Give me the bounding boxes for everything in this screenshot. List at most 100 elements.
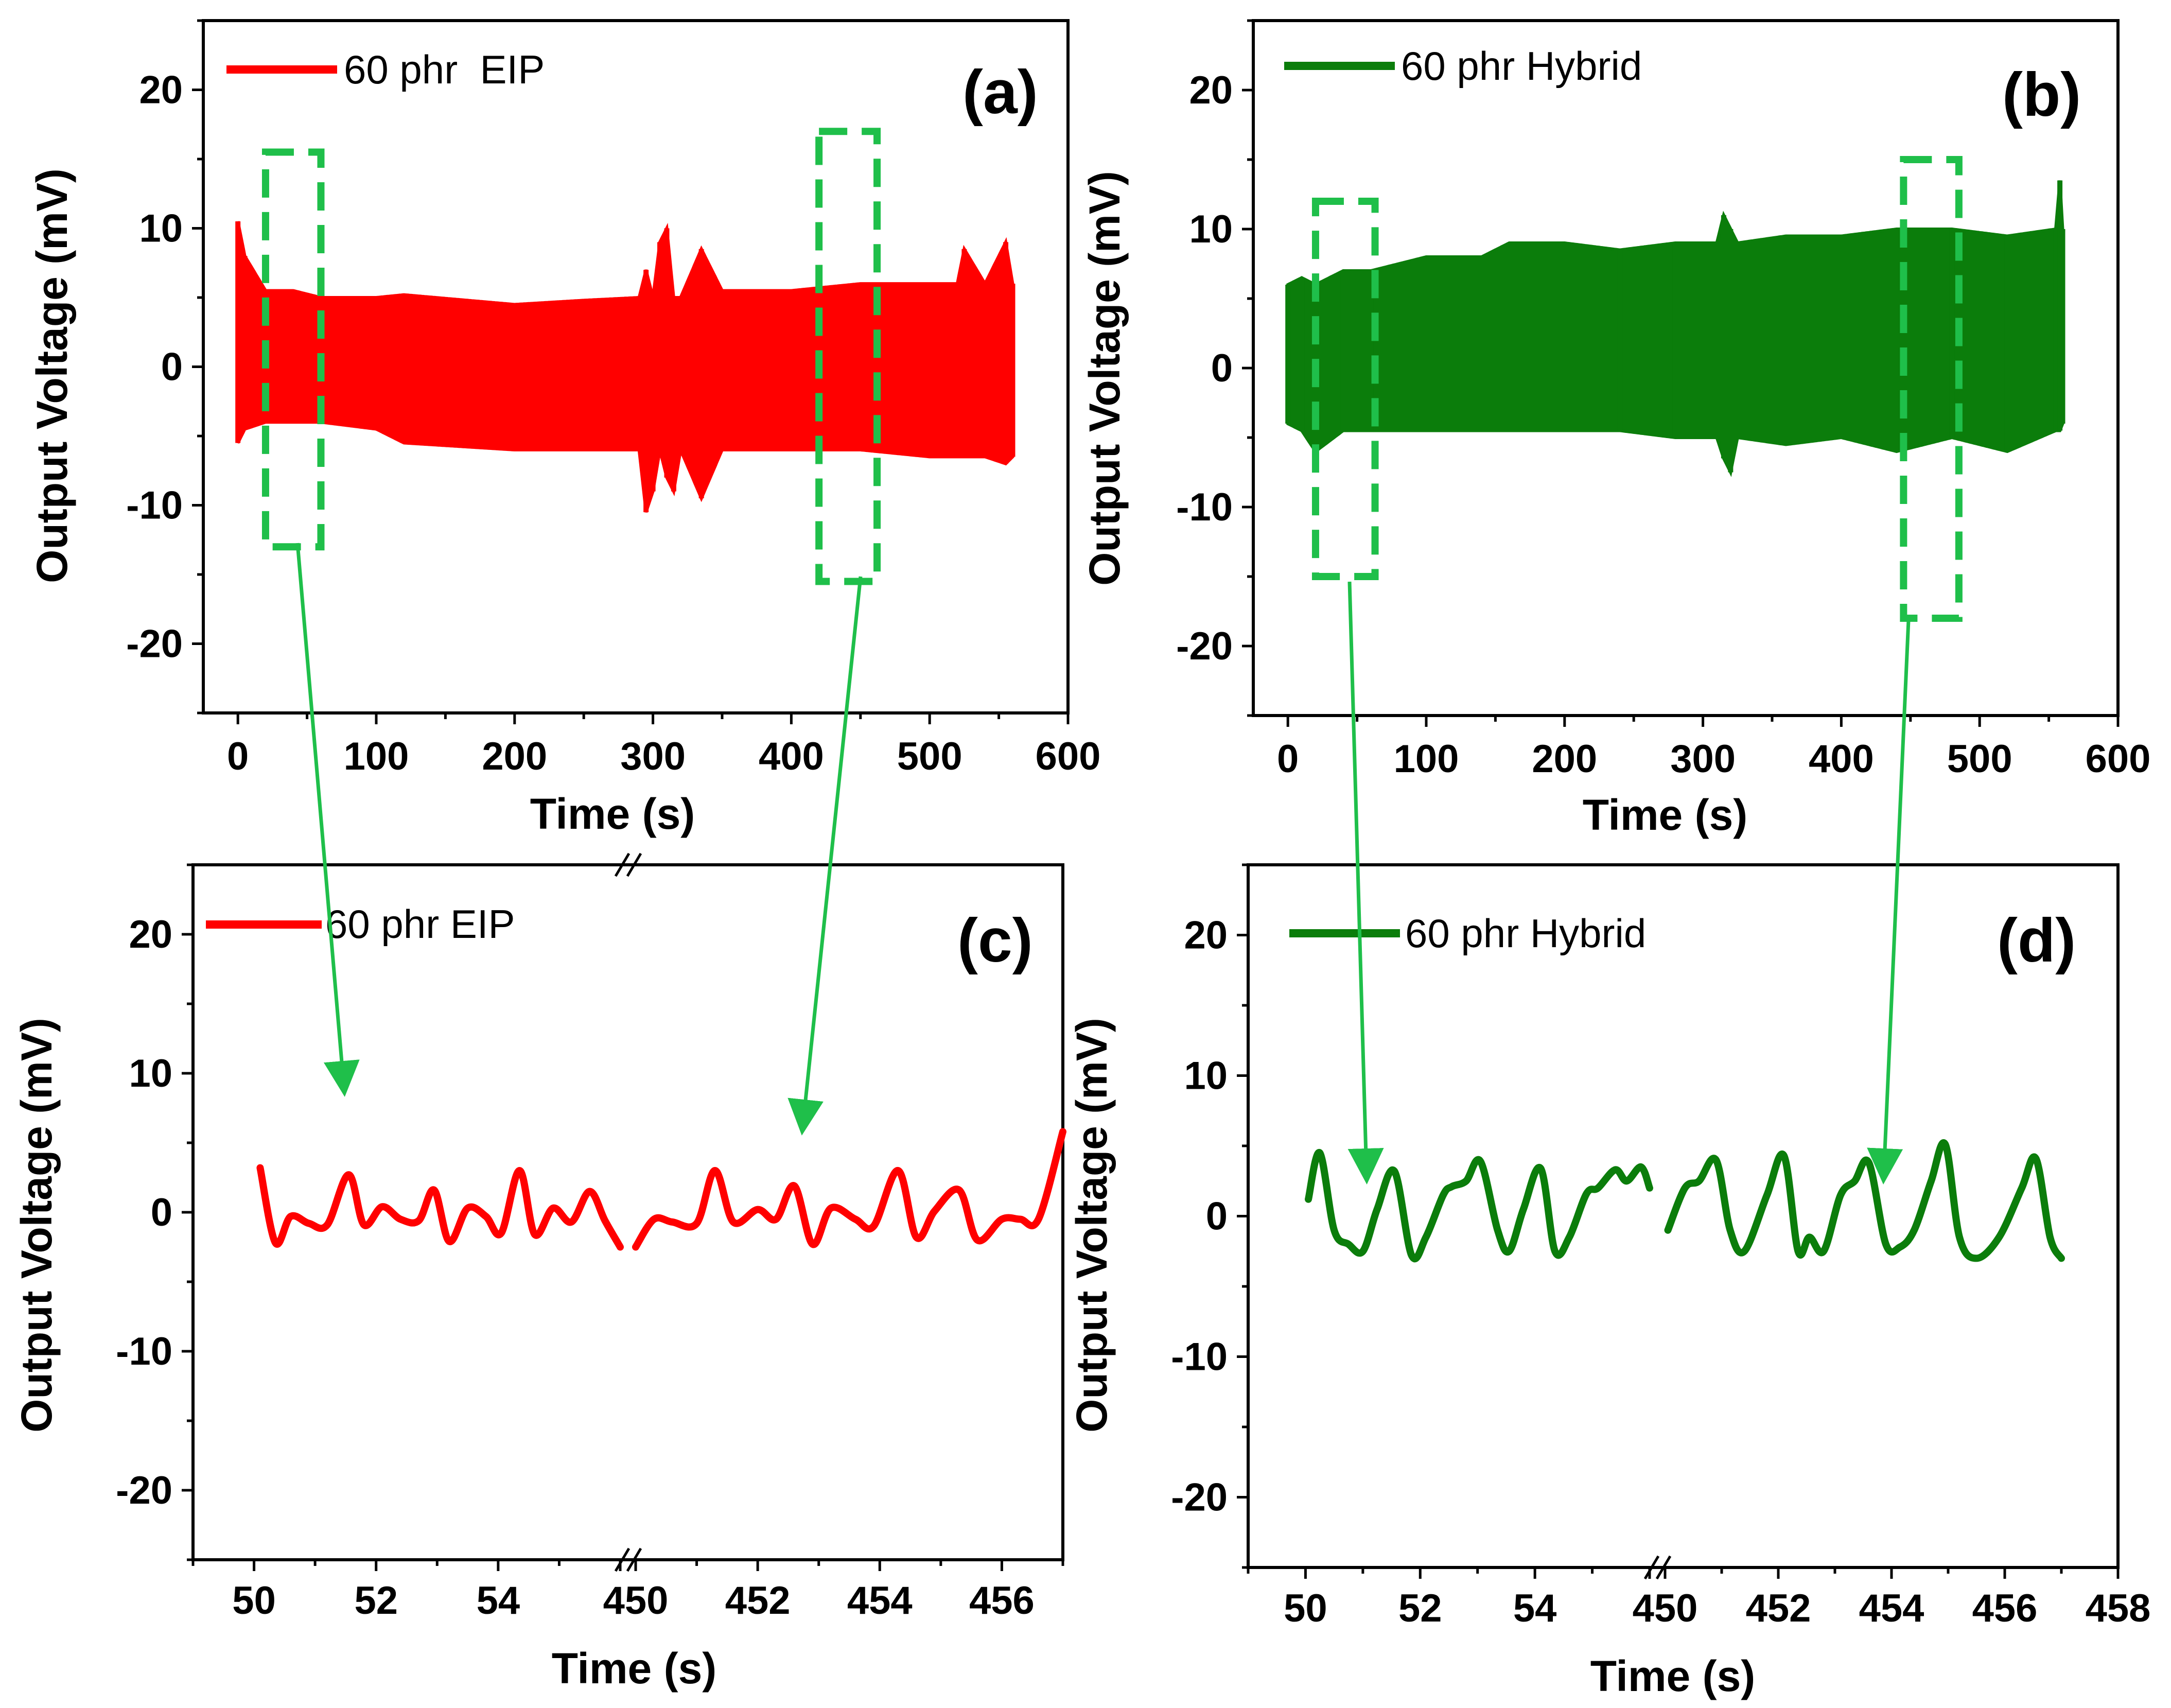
y-tick-label-c: 10 bbox=[129, 1052, 172, 1095]
axis-break-c bbox=[614, 852, 642, 1572]
x-tick-label-d: 454 bbox=[1859, 1587, 1924, 1630]
yticks-c: -20 -10 0 10 20 bbox=[116, 863, 193, 1561]
signal-line-d-seg2 bbox=[1664, 1139, 2065, 1262]
x-tick-label-a: 600 bbox=[1036, 735, 1101, 778]
panel-label-d: (d) bbox=[1997, 906, 2076, 975]
y-tick-label-b: 20 bbox=[1189, 68, 1233, 112]
x-tick-label-a: 200 bbox=[482, 735, 547, 778]
x-tick-label-d: 452 bbox=[1746, 1587, 1811, 1630]
panel-label-c: (c) bbox=[957, 906, 1033, 975]
x-tick-label-d: 456 bbox=[1972, 1587, 2038, 1630]
x-tick-label-d: 458 bbox=[2086, 1587, 2151, 1630]
x-tick-label-a: 300 bbox=[620, 735, 686, 778]
yticks-a: -20 -10 0 10 20 bbox=[126, 19, 203, 714]
y-tick-label-b: -20 bbox=[1176, 624, 1233, 668]
legend-label-a: 60 phr EIP bbox=[344, 47, 545, 92]
zoom-boxes-b bbox=[1311, 156, 1963, 622]
zoom-box-a2 bbox=[815, 128, 881, 585]
y-tick-label-c: 0 bbox=[151, 1191, 172, 1234]
y-tick-label-d: 10 bbox=[1184, 1054, 1228, 1098]
x-tick-label-c: 456 bbox=[969, 1579, 1035, 1623]
panel-c: -20 -10 0 10 20 50 52 54 450 452 454 456 60 phr EI… bbox=[12, 852, 1066, 1693]
xticks-b: 0 100 200 300 400 500 600 bbox=[1277, 716, 2150, 781]
series-d-group bbox=[1305, 1139, 2065, 1263]
zoom-box-b2 bbox=[1900, 156, 1963, 622]
x-tick-label-c: 54 bbox=[477, 1579, 520, 1623]
x-tick-label-a: 100 bbox=[344, 735, 409, 778]
y-tick-label-a: -10 bbox=[126, 484, 183, 528]
zoom-arrow-b1 bbox=[1347, 581, 1384, 1184]
y-tick-label-a: 0 bbox=[161, 345, 183, 389]
signal-band-a bbox=[236, 221, 1014, 513]
series-c-group bbox=[256, 1128, 1066, 1251]
x-tick-label-d: 54 bbox=[1513, 1587, 1557, 1630]
zoom-boxes-a bbox=[261, 128, 881, 585]
axis-break-d bbox=[1643, 1555, 1672, 1580]
zoom-arrow-a1 bbox=[295, 543, 360, 1097]
y-tick-label-c: -20 bbox=[116, 1469, 172, 1512]
plot-frame-d bbox=[1247, 863, 2120, 1569]
y-tick-label-d: 0 bbox=[1206, 1195, 1228, 1239]
x-tick-label-a: 0 bbox=[227, 735, 249, 778]
envelope-a-group bbox=[235, 221, 1016, 513]
envelope-b-group bbox=[1285, 180, 2065, 477]
signal-line-d-seg1 bbox=[1305, 1149, 1653, 1263]
y-tick-label-d: 20 bbox=[1184, 914, 1228, 957]
x-tick-label-b: 400 bbox=[1809, 737, 1874, 781]
x-tick-label-b: 200 bbox=[1532, 737, 1597, 781]
x-tick-label-d: 450 bbox=[1633, 1587, 1698, 1630]
x-tick-label-b: 100 bbox=[1394, 737, 1459, 781]
zoom-box-a1 bbox=[261, 148, 325, 551]
y-tick-label-c: -10 bbox=[116, 1330, 172, 1373]
y-axis-title-a: Output Voltage (mV) bbox=[28, 168, 76, 583]
x-tick-label-c: 52 bbox=[354, 1579, 398, 1623]
x-tick-label-c: 452 bbox=[725, 1579, 791, 1623]
x-tick-label-a: 400 bbox=[759, 735, 824, 778]
y-tick-label-a: -20 bbox=[126, 622, 183, 666]
legend-label-b: 60 phr Hybrid bbox=[1401, 43, 1642, 89]
panel-label-b: (b) bbox=[2002, 60, 2081, 129]
x-tick-label-a: 500 bbox=[897, 735, 962, 778]
y-tick-label-b: -10 bbox=[1176, 485, 1233, 529]
x-tick-label-b: 500 bbox=[1947, 737, 2012, 781]
x-tick-label-d: 50 bbox=[1284, 1587, 1327, 1630]
xticks-c: 50 52 54 450 452 454 456 bbox=[191, 1560, 1064, 1623]
yticks-d: -20 -10 0 10 20 bbox=[1171, 863, 1248, 1569]
zoom-arrow-a2 bbox=[787, 576, 863, 1136]
xticks-a: 0 100 200 300 400 500 600 bbox=[227, 713, 1100, 778]
x-axis-title-b: Time (s) bbox=[1583, 791, 1748, 839]
x-tick-label-c: 50 bbox=[232, 1579, 276, 1623]
yticks-b: -20 -10 0 10 20 bbox=[1176, 19, 1253, 717]
panel-d: -20 -10 0 10 20 50 52 54 450 452 454 456 458 60 phr… bbox=[1067, 863, 2151, 1700]
x-axis-title-c: Time (s) bbox=[552, 1644, 717, 1693]
y-axis-title-b: Output Voltage (mV) bbox=[1080, 171, 1129, 586]
y-tick-label-b: 0 bbox=[1211, 346, 1233, 390]
panel-b: -20 -10 0 10 20 0 100 200 300 400 500 600 60 phr H… bbox=[1080, 19, 2150, 839]
x-tick-label-b: 0 bbox=[1277, 737, 1299, 781]
panel-a: -20 -10 0 10 20 0 100 200 300 400 500 600 60 phr E… bbox=[28, 19, 1100, 838]
x-tick-label-d: 52 bbox=[1398, 1587, 1442, 1630]
y-axis-title-d: Output Voltage (mV) bbox=[1067, 1018, 1116, 1433]
y-axis-title-c: Output Voltage (mV) bbox=[12, 1018, 61, 1433]
x-axis-title-d: Time (s) bbox=[1590, 1652, 1756, 1700]
x-tick-label-c: 454 bbox=[847, 1579, 913, 1623]
y-tick-label-d: -20 bbox=[1171, 1476, 1228, 1520]
signal-line-c-seg1 bbox=[256, 1164, 624, 1251]
signal-line-c-seg2 bbox=[632, 1128, 1066, 1251]
panel-label-a: (a) bbox=[962, 58, 1038, 127]
legend-label-c: 60 phr EIP bbox=[325, 901, 515, 947]
x-tick-label-b: 600 bbox=[2086, 737, 2151, 781]
x-axis-title-a: Time (s) bbox=[530, 790, 695, 838]
y-tick-label-a: 10 bbox=[139, 207, 183, 251]
y-tick-label-c: 20 bbox=[129, 913, 172, 956]
zoom-arrows bbox=[295, 543, 1911, 1184]
xticks-d: 50 52 54 450 452 454 456 458 bbox=[1247, 1567, 2151, 1630]
legend-label-d: 60 phr Hybrid bbox=[1405, 911, 1646, 956]
x-tick-label-b: 300 bbox=[1670, 737, 1736, 781]
y-tick-label-a: 20 bbox=[139, 68, 183, 112]
zoom-arrow-b2 bbox=[1867, 620, 1911, 1184]
y-tick-label-b: 10 bbox=[1189, 207, 1233, 251]
x-tick-label-c: 450 bbox=[603, 1579, 669, 1623]
y-tick-label-d: -10 bbox=[1171, 1335, 1228, 1379]
